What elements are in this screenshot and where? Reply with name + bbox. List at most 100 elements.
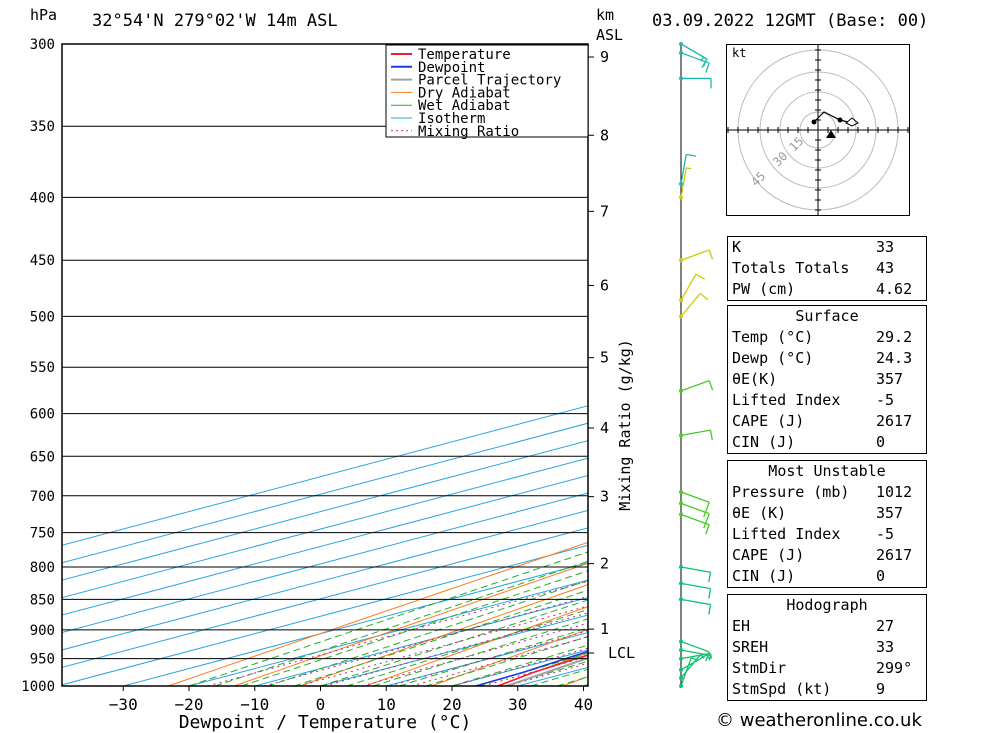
barb-flag <box>700 56 705 62</box>
barb-flag <box>709 655 712 661</box>
barb-dot <box>679 639 683 644</box>
hodograph-title-text: Hodograph <box>786 596 868 614</box>
legend-entry: Parcel Trajectory <box>418 73 561 89</box>
barb-flag <box>705 651 710 662</box>
wind-barb <box>679 76 712 89</box>
x-tick-label: 10 <box>377 695 396 714</box>
pressure-tick-label: 650 <box>30 449 55 465</box>
x-tick-label: −10 <box>240 695 269 714</box>
barb-dot <box>679 581 683 586</box>
barb-dot <box>679 298 683 303</box>
index-value: -5 <box>876 525 895 543</box>
index-value: 4.62 <box>876 280 913 298</box>
hodograph-row: EH 27 <box>728 616 927 637</box>
pressure-tick-label: 500 <box>30 309 55 325</box>
wind-barb <box>679 50 710 73</box>
credit-text: © weatheronline.co.uk <box>716 710 922 731</box>
barb-flag <box>708 572 712 583</box>
index-label: K <box>732 238 742 256</box>
hodograph-section-title: Hodograph <box>728 595 927 617</box>
surface-row: Dewp (°C) 24.3 <box>728 348 927 369</box>
isotherm-line <box>62 457 588 599</box>
surface-row: Lifted Index -5 <box>728 390 927 411</box>
barb-dot <box>679 314 683 319</box>
wind-barb <box>679 42 708 68</box>
index-value: 357 <box>876 370 904 388</box>
pressure-tick-label: 300 <box>30 37 55 53</box>
isotherm-line <box>123 562 588 686</box>
index-value: 29.2 <box>876 328 913 346</box>
hodograph-row: StmSpd (kt) 9 <box>728 679 927 701</box>
index-label: Totals Totals <box>732 259 850 277</box>
x-tick-label: 20 <box>442 695 461 714</box>
index-value: 2617 <box>876 412 913 430</box>
barb-flag <box>708 604 712 615</box>
isotherm-line <box>62 440 588 581</box>
index-label: EH <box>732 617 751 635</box>
most-unstable-row: CAPE (J) 2617 <box>728 545 927 566</box>
height-tick-label: 7 <box>600 202 609 220</box>
x-axis-title: Dewpoint / Temperature (°C) <box>179 712 472 733</box>
barb-flag <box>703 523 707 529</box>
barb-dot <box>679 597 683 602</box>
index-label: Lifted Index <box>732 525 841 543</box>
barb-shaft <box>680 640 710 653</box>
index-value: -5 <box>876 391 895 409</box>
datetime-title: 03.09.2022 12GMT (Base: 00) <box>652 11 929 31</box>
dry-adiabat-line <box>365 606 588 686</box>
pressure-tick-label: 1000 <box>21 679 55 695</box>
barb-shaft <box>680 154 687 185</box>
barb-shaft <box>680 43 708 60</box>
pressure-tick-label: 900 <box>30 623 55 639</box>
barb-shaft <box>680 52 710 64</box>
storm-motion-marker <box>826 130 836 138</box>
index-label: Lifted Index <box>732 391 841 409</box>
pressure-tick-label: 850 <box>30 592 55 608</box>
barb-flag <box>701 58 708 68</box>
hodograph-unit-label: kt <box>732 46 746 60</box>
isotherm-line <box>62 509 588 651</box>
legend-entry: Dry Adiabat <box>418 85 511 101</box>
dry-adiabat-line <box>299 584 588 686</box>
legend-entry: Temperature <box>418 47 511 63</box>
barb-shaft <box>680 380 710 392</box>
height-tick-label: 2 <box>600 555 609 573</box>
index-value: 27 <box>876 617 895 635</box>
index-label: CIN (J) <box>732 433 796 451</box>
barb-flag <box>686 167 692 170</box>
lcl-label: LCL <box>608 644 635 662</box>
barb-dot <box>679 489 683 494</box>
index-value: 2617 <box>876 546 913 564</box>
index-label: CIN (J) <box>732 567 796 585</box>
barb-flag <box>708 380 714 391</box>
surface-title-text: Surface <box>795 307 859 325</box>
surface-row: CAPE (J) 2617 <box>728 411 927 432</box>
general-row: Totals Totals 43 <box>728 258 927 279</box>
pressure-tick-label: 800 <box>30 560 55 576</box>
barb-shaft <box>680 654 708 671</box>
barb-dot <box>679 433 683 438</box>
height-tick-label: 5 <box>600 349 609 367</box>
barb-flag <box>709 430 713 441</box>
mixing-ratio-line <box>361 622 588 686</box>
dry-adiabat-line <box>957 44 1000 686</box>
barb-dot <box>679 42 683 46</box>
surface-row: CIN (J) 0 <box>728 432 927 454</box>
wind-barb <box>679 565 712 583</box>
most-unstable-title-text: Most Unstable <box>768 462 886 480</box>
height-tick-label: 1 <box>600 620 609 638</box>
index-label: Dewp (°C) <box>732 349 814 367</box>
height-tick-label: 3 <box>600 488 609 506</box>
legend <box>385 44 589 138</box>
general-row: PW (cm) 4.62 <box>728 279 927 301</box>
mixing-ratio-line <box>411 636 588 686</box>
barb-dot <box>679 565 683 570</box>
hodograph-trace <box>813 111 849 123</box>
most-unstable-table: Most Unstable Pressure (mb) 1012 θE (K) 357 L… <box>727 460 927 588</box>
barb-shaft <box>680 582 711 590</box>
barb-dot <box>679 258 683 263</box>
index-value: 33 <box>876 238 895 256</box>
index-label: Pressure (mb) <box>732 483 850 501</box>
plot-frame <box>61 43 589 687</box>
